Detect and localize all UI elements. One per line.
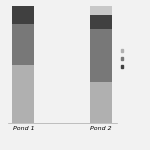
- Bar: [12, 64, 34, 123]
- Bar: [90, 6, 112, 15]
- Legend:  ,  ,  : , ,: [121, 48, 126, 70]
- Bar: [90, 29, 112, 82]
- Bar: [90, 6, 112, 29]
- Bar: [12, 24, 34, 64]
- Bar: [90, 82, 112, 123]
- Bar: [12, 6, 34, 24]
